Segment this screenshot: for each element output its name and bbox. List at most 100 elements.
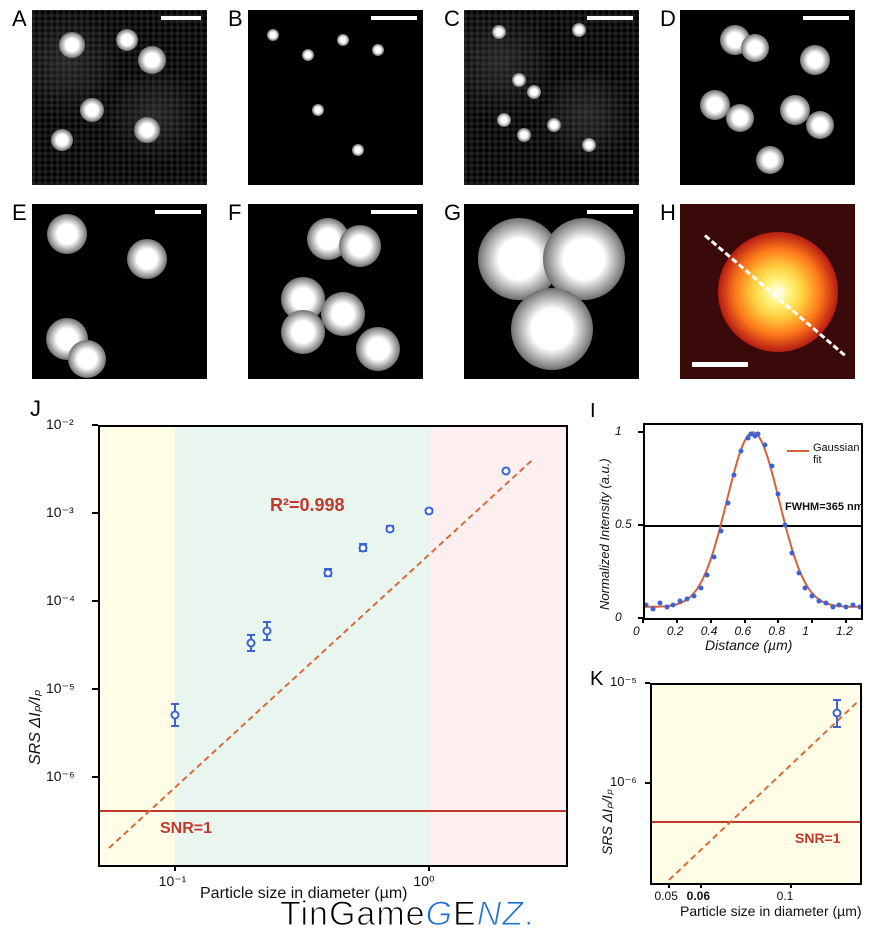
chart-J-point xyxy=(324,568,333,577)
particle xyxy=(527,85,541,99)
particle xyxy=(321,292,365,336)
figure-root: A B C D E F G H J I K 10⁻⁶10⁻⁵10⁻⁴10⁻³10… xyxy=(0,0,877,940)
chart-J-xaxis xyxy=(98,865,568,867)
chart-K-ylabel: SRS ΔIₚ/Iₚ xyxy=(599,735,615,855)
particle xyxy=(372,44,384,56)
chart-I-xticklabel: 0.4 xyxy=(701,624,718,638)
chart-K-xticklabel: 0.05 xyxy=(655,889,678,903)
chart-J-errorcap xyxy=(263,639,271,641)
chart-I-xticklabel: 1 xyxy=(802,624,809,638)
chart-I-fwhm: FWHM=365 nm xyxy=(785,501,864,513)
chart-I-point xyxy=(712,554,717,559)
chart-I-yticklabel: 0.5 xyxy=(615,517,632,531)
particle xyxy=(138,46,166,74)
chart-K-yticklabel: 10⁻⁵ xyxy=(610,674,637,690)
chart-J-right xyxy=(566,425,568,865)
panel-label-C: C xyxy=(444,6,460,32)
scale-bar xyxy=(587,16,633,20)
panel-label-D: D xyxy=(660,6,676,32)
chart-I-point xyxy=(789,551,794,556)
chart-I-point xyxy=(732,473,737,478)
particle xyxy=(511,288,593,370)
chart-J-yticklabel: 10⁻⁶ xyxy=(46,768,75,785)
chart-I-point xyxy=(739,448,744,453)
chart-J-yticklabel: 10⁻⁴ xyxy=(46,592,75,609)
chart-K-bg xyxy=(650,683,862,883)
chart-I-yticklabel: 0 xyxy=(615,610,622,624)
chart-I-point xyxy=(725,500,730,505)
chart-K-top xyxy=(650,683,862,685)
chart-I-ylabel: Normalized Intensity (a.u.) xyxy=(597,440,612,610)
chart-J-errorcap xyxy=(171,725,179,727)
chart-J-point xyxy=(502,467,511,476)
chart-I-point xyxy=(698,586,703,591)
panel-label-H: H xyxy=(660,200,676,226)
panel-label-G: G xyxy=(444,200,461,226)
chart-I-point xyxy=(823,601,828,606)
chart-I-point xyxy=(691,593,696,598)
chart-K-point xyxy=(832,709,841,718)
particle xyxy=(267,29,279,41)
chart-K-yaxis xyxy=(650,683,652,883)
chart-K-errorcap xyxy=(833,726,841,728)
chart-I-yticklabel: 1 xyxy=(615,424,622,438)
chart-K: 10⁻⁶10⁻⁵0.050.060.1 SRS ΔIₚ/Iₚ Particle … xyxy=(595,675,870,930)
chart-I-point xyxy=(664,604,669,609)
scale-bar xyxy=(161,16,201,20)
chart-I-point xyxy=(783,523,788,528)
chart-J-errorcap xyxy=(171,703,179,705)
chart-J-band xyxy=(175,425,430,865)
chart-K-snrline xyxy=(650,821,862,823)
chart-K-xlabel: Particle size in diameter (µm) xyxy=(680,903,862,919)
chart-I-point xyxy=(850,603,855,608)
chart-I-point xyxy=(776,491,781,496)
particle xyxy=(337,34,349,46)
chart-I-top xyxy=(643,423,863,425)
particle xyxy=(756,146,784,174)
chart-I-point xyxy=(837,603,842,608)
chart-J: 10⁻⁶10⁻⁵10⁻⁴10⁻³10⁻²10⁻¹10⁰ SRS ΔIₚ/Iₚ P… xyxy=(20,415,580,920)
chart-I-legend-line xyxy=(787,450,809,452)
chart-I-point xyxy=(685,597,690,602)
chart-K-xticklabel: 0.06 xyxy=(687,889,710,903)
chart-I-point xyxy=(671,603,676,608)
chart-I-point xyxy=(830,604,835,609)
chart-I-point xyxy=(705,573,710,578)
particle xyxy=(726,104,754,132)
particle xyxy=(80,98,104,122)
particle xyxy=(582,138,596,152)
panel-F xyxy=(248,204,423,379)
chart-J-point xyxy=(247,639,256,648)
particle xyxy=(497,113,511,127)
chart-I: 00.20.40.60.811.200.51 Normalized Intens… xyxy=(595,415,870,660)
chart-J-plotarea: 10⁻⁶10⁻⁵10⁻⁴10⁻³10⁻²10⁻¹10⁰ xyxy=(98,425,568,865)
chart-I-xlabel: Distance (µm) xyxy=(705,637,792,653)
chart-J-yticklabel: 10⁻⁵ xyxy=(46,680,75,697)
chart-I-point xyxy=(756,432,761,437)
scale-bar xyxy=(587,210,633,214)
chart-I-point xyxy=(762,443,767,448)
chart-I-xticklabel: 0.6 xyxy=(735,624,752,638)
chart-J-yaxis xyxy=(98,425,100,865)
chart-J-snrlabel: SNR=1 xyxy=(160,820,212,838)
chart-J-ylabel: SRS ΔIₚ/Iₚ xyxy=(26,565,45,765)
panel-H xyxy=(680,204,855,379)
chart-I-point xyxy=(769,463,774,468)
particle xyxy=(59,32,85,58)
particle xyxy=(352,144,364,156)
scale-bar xyxy=(155,210,201,214)
watermark-part2: G xyxy=(426,895,453,933)
scale-bar xyxy=(371,210,417,214)
watermark-dot: . xyxy=(524,895,534,933)
chart-K-right xyxy=(860,683,862,883)
particle xyxy=(47,214,87,254)
chart-K-plotarea: 10⁻⁶10⁻⁵0.050.060.1 xyxy=(650,683,862,883)
chart-I-point xyxy=(810,593,815,598)
panel-label-B: B xyxy=(228,6,243,32)
chart-J-errorcap xyxy=(247,650,255,652)
panel-label-E: E xyxy=(12,200,27,226)
panel-C xyxy=(464,10,639,185)
chart-J-xticklabel: 10⁻¹ xyxy=(159,873,187,890)
chart-J-yticklabel: 10⁻² xyxy=(46,416,74,433)
chart-I-point xyxy=(817,599,822,604)
